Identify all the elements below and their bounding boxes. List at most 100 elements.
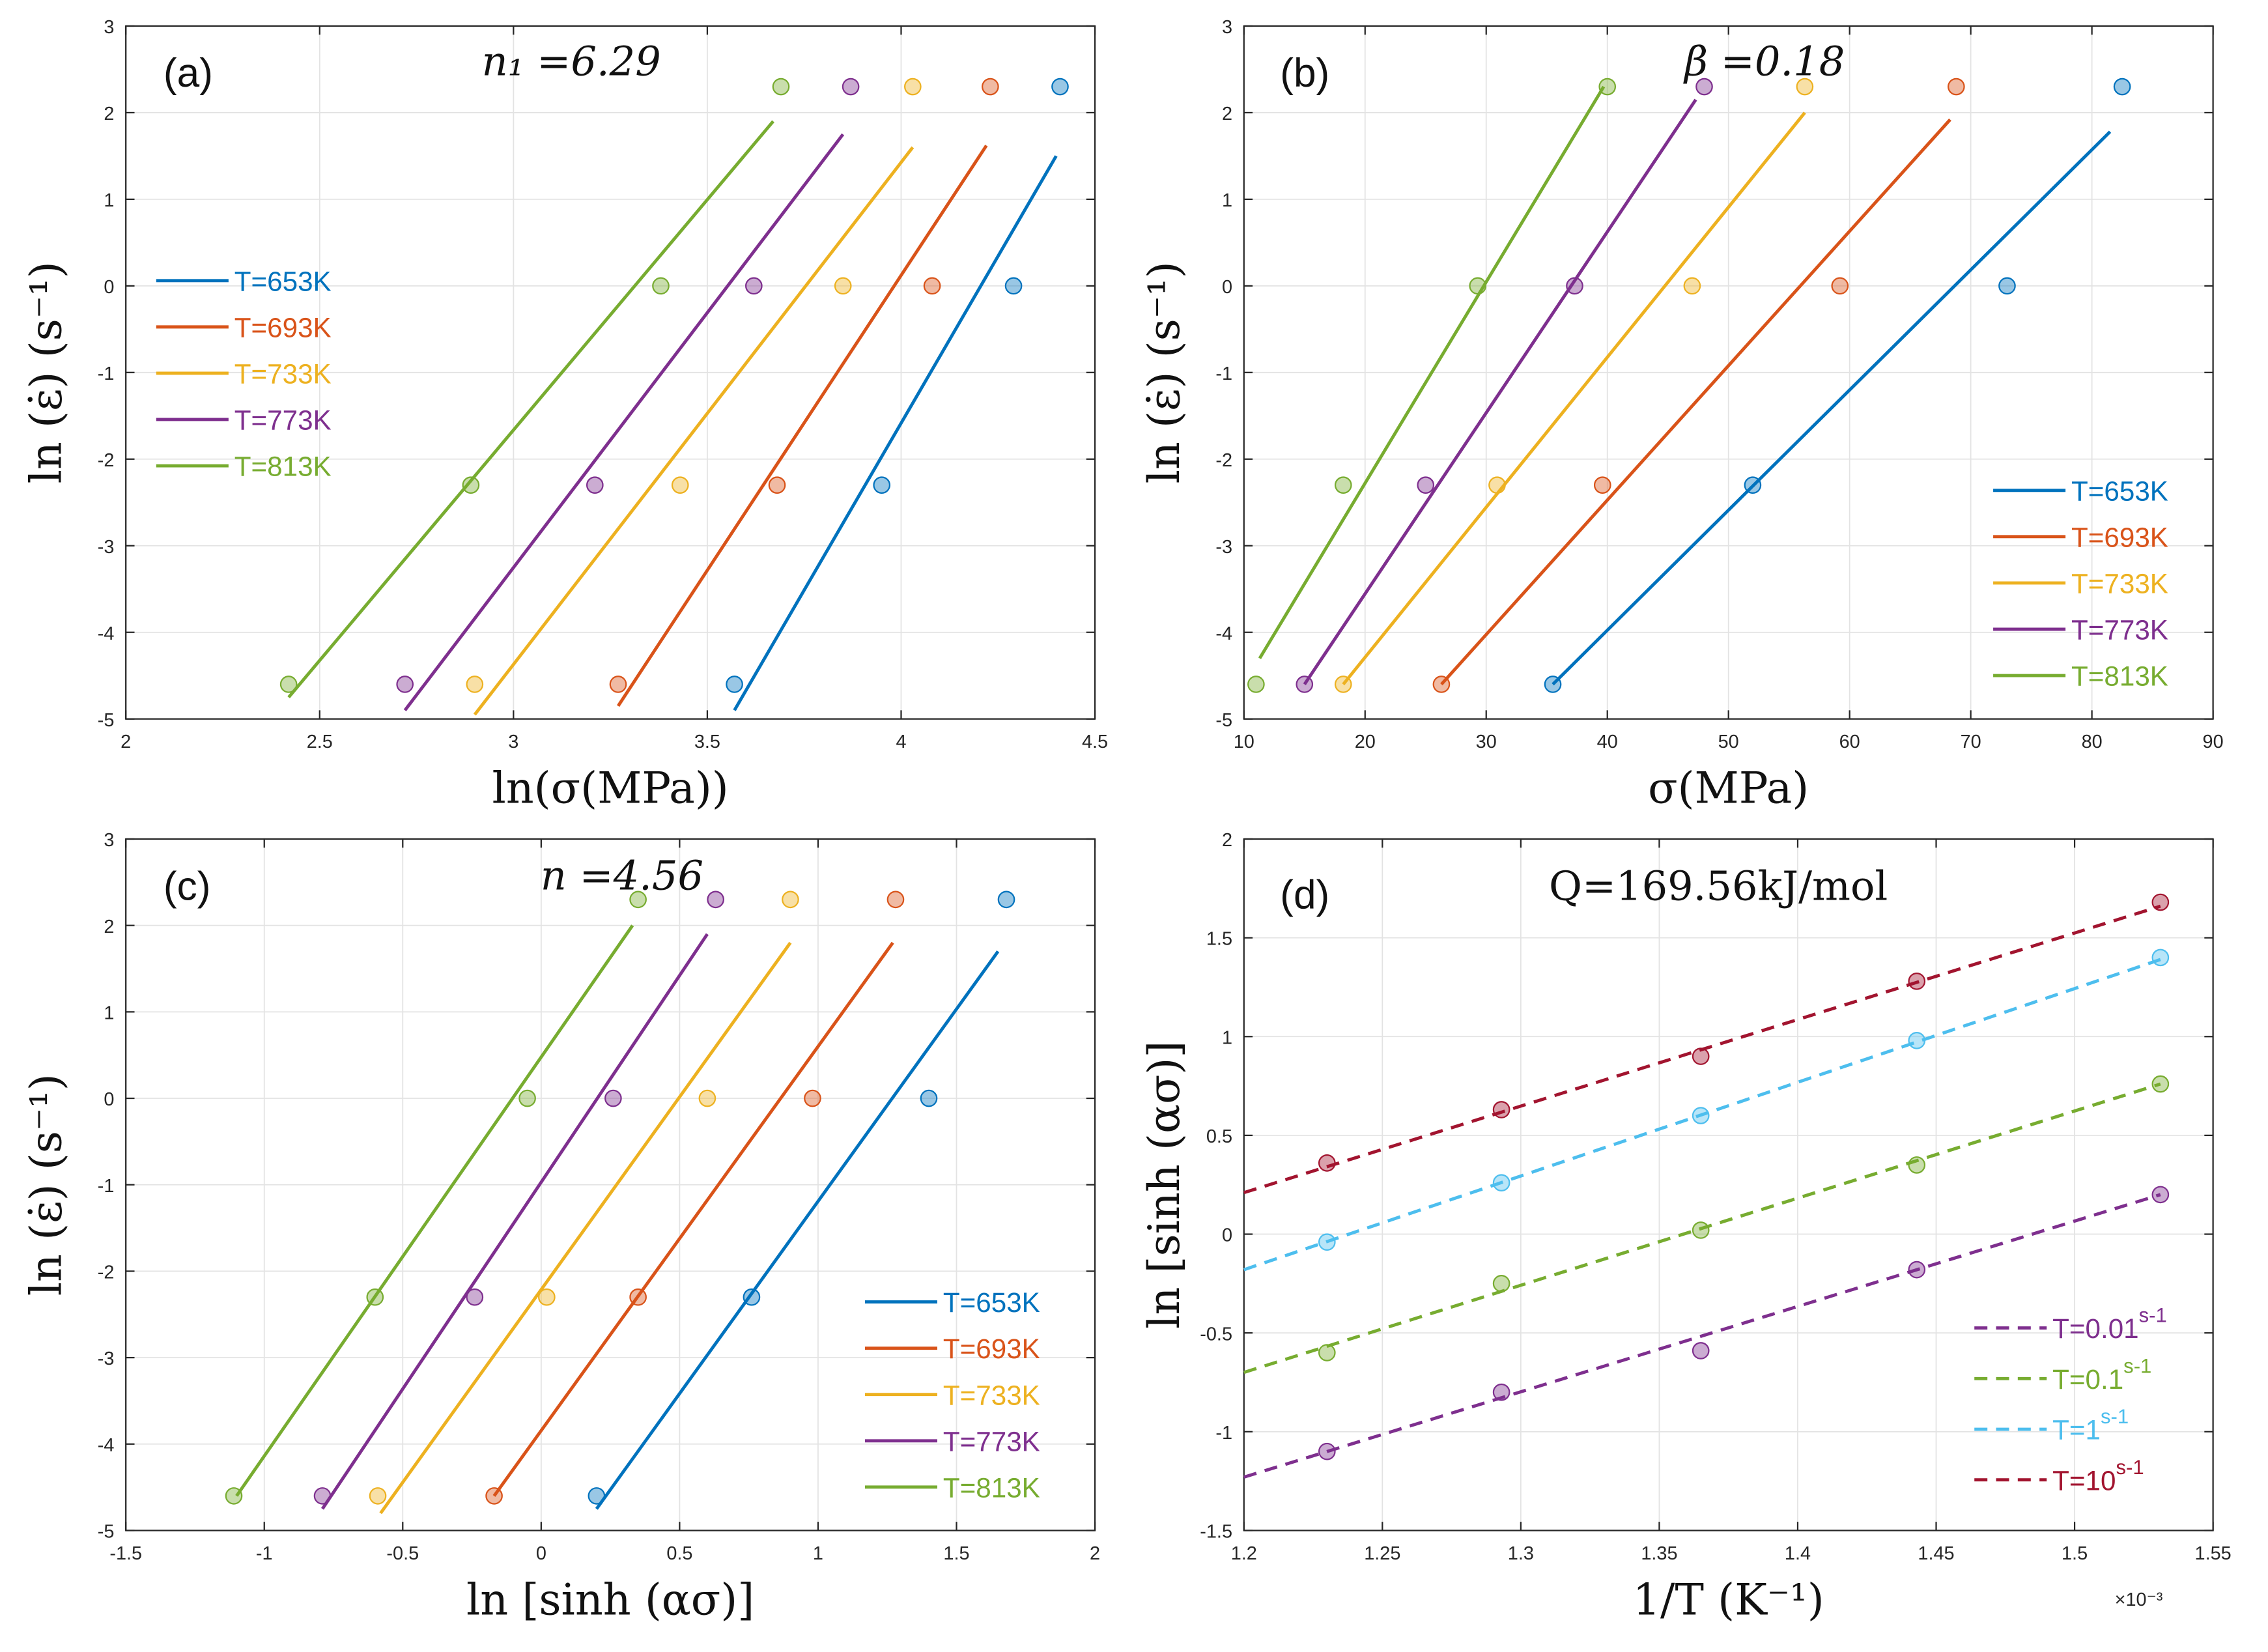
x-tick-label: -0.5 xyxy=(386,1543,419,1564)
y-tick-label: -3 xyxy=(98,537,115,558)
data-point xyxy=(466,1288,484,1306)
x-tick-label: 4.5 xyxy=(1082,732,1108,752)
data-point xyxy=(629,890,647,909)
data-point xyxy=(366,1288,384,1306)
y-tick-label: -2 xyxy=(98,1262,115,1283)
x-tick-label: 10 xyxy=(1234,732,1254,752)
legend-label: T=653K xyxy=(943,1287,1040,1318)
y-tick-label: 0 xyxy=(104,277,114,298)
data-point xyxy=(707,890,724,909)
y-axis-label: ln [sinh (ασ)] xyxy=(1139,1041,1189,1329)
y-tick-label: -5 xyxy=(1215,710,1232,731)
y-tick-label: 0 xyxy=(104,1089,114,1110)
data-point xyxy=(518,1089,536,1107)
data-point xyxy=(369,1487,387,1505)
y-tick-label: -1.5 xyxy=(1200,1522,1232,1543)
y-tick-label: 2 xyxy=(1222,104,1232,124)
data-point xyxy=(629,1288,647,1306)
legend-label: T=813K xyxy=(943,1472,1040,1503)
x-tick-label: 0 xyxy=(536,1543,546,1564)
x-tick-label: 2.5 xyxy=(307,732,333,752)
legend-label: T=733K xyxy=(234,358,332,389)
fit-line-T=773K xyxy=(320,933,709,1510)
legend-superscript: s-1 xyxy=(2139,1304,2167,1327)
data-point xyxy=(1488,476,1506,494)
y-tick-label: 1.5 xyxy=(1206,929,1232,950)
fit-line-T=0.1 xyxy=(1243,1082,2161,1374)
axes-box xyxy=(1243,838,2214,1531)
data-point xyxy=(997,890,1015,909)
y-tick-label: 1 xyxy=(1222,190,1232,211)
legend-label: T=693K xyxy=(943,1333,1040,1364)
fit-line-T=653K xyxy=(733,155,1058,711)
data-point xyxy=(1004,277,1023,295)
y-tick-label: 1 xyxy=(1222,1027,1232,1048)
legend-label: T=813K xyxy=(2071,661,2168,692)
annotation: n₁ =6.29 xyxy=(482,37,661,85)
legend-label: T=773K xyxy=(943,1426,1040,1457)
fit-line-T=653K xyxy=(1552,130,2112,686)
data-point xyxy=(1744,476,1762,494)
data-point xyxy=(1948,78,1965,96)
x-tick-label: 60 xyxy=(1839,732,1860,752)
x-tick-label: 80 xyxy=(2082,732,2103,752)
y-tick-label: 1 xyxy=(104,1003,114,1023)
x-tick-label: 2 xyxy=(120,732,131,752)
data-point xyxy=(1296,676,1314,693)
data-point xyxy=(1247,676,1265,693)
x-tick-label: -1.5 xyxy=(109,1543,142,1564)
legend-superscript: s-1 xyxy=(2101,1405,2129,1428)
x-tick-label: 1.5 xyxy=(943,1543,969,1564)
x-tick-label: -1 xyxy=(256,1543,273,1564)
x-tick-label: 2 xyxy=(1090,1543,1100,1564)
legend-label: T=733K xyxy=(2071,568,2168,599)
y-tick-label: -1 xyxy=(98,1176,115,1197)
data-point xyxy=(1598,78,1617,96)
x-tick-label: 3 xyxy=(508,732,518,752)
data-point xyxy=(873,476,891,494)
plot-area xyxy=(1243,838,2213,1531)
x-axis-label: ln [sinh (ασ)] xyxy=(466,1574,754,1625)
x-tick-label: 0.5 xyxy=(666,1543,692,1564)
x-tick-label: 1.35 xyxy=(1641,1543,1677,1564)
data-point xyxy=(1692,1107,1710,1124)
y-tick-label: 3 xyxy=(104,17,114,38)
y-tick-label: 2 xyxy=(104,104,114,124)
data-point xyxy=(1318,1344,1336,1361)
x-axis-exponent: ×10⁻³ xyxy=(2115,1589,2163,1610)
data-point xyxy=(609,676,627,693)
data-point xyxy=(586,476,604,494)
data-point xyxy=(1908,973,1926,990)
data-point xyxy=(772,78,790,96)
y-tick-label: 0.5 xyxy=(1206,1126,1232,1147)
fit-line-T=693K xyxy=(616,145,988,707)
chart-panel-a: 2 2.5 3 3.5 4 4.5 -5 -4 -3 -2 -1 0 1 2 3 T=653K T=693K T=… xyxy=(20,17,1108,813)
fit-line-T=813K xyxy=(1258,85,1606,659)
legend-label: T=693K xyxy=(2071,522,2168,552)
data-point xyxy=(1796,78,1814,96)
data-point xyxy=(1683,277,1701,295)
x-tick-label: 3.5 xyxy=(694,732,720,752)
annotation: β =0.18 xyxy=(1683,37,1845,85)
fit-line-T=0.01 xyxy=(1243,1193,2161,1479)
x-tick-label: 30 xyxy=(1476,732,1497,752)
data-point xyxy=(1908,1260,1926,1279)
panel-label: (c) xyxy=(163,864,210,909)
data-point xyxy=(1492,1174,1510,1192)
chart-panel-c: -1.5 -1 -0.5 0 0.5 1 1.5 2 -5 -4 -3 -2 -1 0 1 2 3 T=653K T… xyxy=(20,830,1100,1625)
legend-label: T=653K xyxy=(234,266,332,296)
data-point xyxy=(1432,676,1451,693)
axes-box xyxy=(1243,25,2214,720)
data-point xyxy=(1692,1221,1710,1239)
fit-line-T=773K xyxy=(1303,98,1697,685)
data-point xyxy=(1417,476,1435,494)
legend-label: T=773K xyxy=(234,405,332,436)
data-point xyxy=(1695,78,1713,96)
data-point xyxy=(1998,277,2016,295)
data-point xyxy=(1692,1342,1710,1360)
y-axis-label: ln (ε̇) (s⁻¹) xyxy=(20,1074,71,1296)
fit-line-T=693K xyxy=(1440,118,1951,686)
data-point xyxy=(1492,1275,1510,1292)
fit-line-T=733K xyxy=(1342,111,1806,686)
data-point xyxy=(1051,78,1069,96)
